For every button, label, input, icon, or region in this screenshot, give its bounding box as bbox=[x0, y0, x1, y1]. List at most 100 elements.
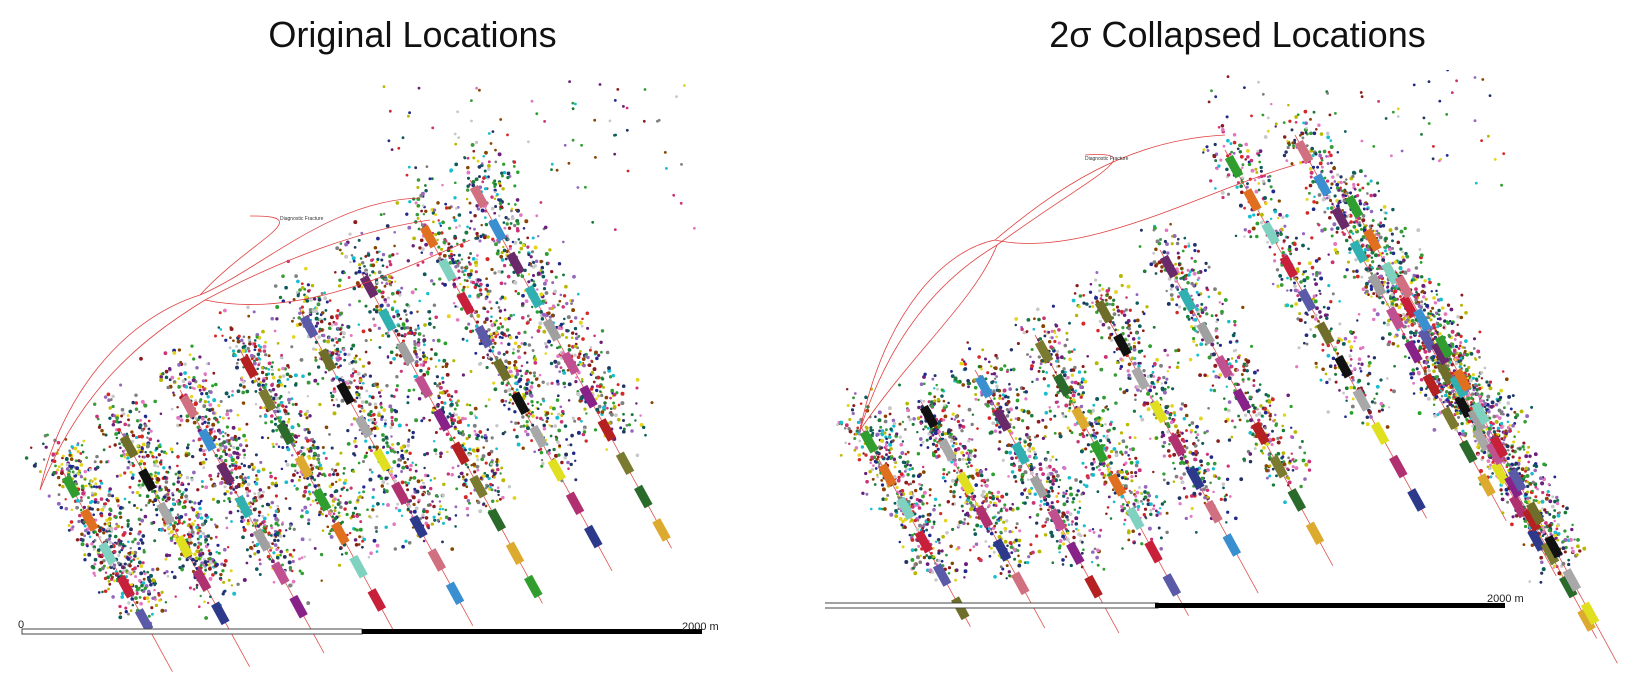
microseismic-event bbox=[236, 389, 241, 394]
microseismic-event bbox=[1017, 543, 1021, 547]
microseismic-event bbox=[500, 398, 505, 403]
microseismic-event bbox=[259, 414, 262, 418]
microseismic-event bbox=[135, 419, 140, 423]
microseismic-event bbox=[139, 450, 142, 454]
microseismic-event bbox=[536, 271, 541, 276]
microseismic-event bbox=[309, 503, 312, 507]
microseismic-event bbox=[412, 509, 417, 514]
microseismic-event bbox=[1336, 151, 1340, 154]
microseismic-event bbox=[1255, 413, 1259, 417]
microseismic-event bbox=[105, 530, 108, 533]
microseismic-event bbox=[540, 464, 544, 468]
microseismic-event bbox=[131, 490, 135, 494]
microseismic-event bbox=[227, 453, 232, 458]
microseismic-event bbox=[444, 202, 448, 206]
microseismic-event bbox=[267, 531, 271, 536]
microseismic-event bbox=[237, 436, 241, 440]
microseismic-event bbox=[476, 313, 481, 318]
microseismic-event bbox=[99, 460, 103, 464]
microseismic-event bbox=[227, 395, 231, 399]
microseismic-event bbox=[432, 439, 436, 443]
microseismic-event bbox=[241, 348, 246, 353]
microseismic-event bbox=[156, 471, 161, 475]
microseismic-event bbox=[291, 403, 295, 406]
microseismic-event bbox=[630, 429, 634, 433]
microseismic-event bbox=[494, 160, 498, 164]
microseismic-event bbox=[481, 355, 485, 360]
microseismic-event bbox=[171, 502, 176, 506]
microseismic-event bbox=[473, 227, 476, 231]
microseismic-event bbox=[117, 431, 121, 435]
microseismic-event bbox=[191, 378, 196, 383]
microseismic-event bbox=[585, 311, 590, 316]
microseismic-event bbox=[374, 525, 378, 530]
microseismic-event bbox=[335, 357, 340, 362]
microseismic-event bbox=[1160, 382, 1164, 385]
microseismic-event bbox=[1133, 361, 1137, 366]
microseismic-event bbox=[1238, 418, 1242, 422]
microseismic-event bbox=[1205, 429, 1209, 433]
microseismic-event bbox=[150, 606, 154, 610]
microseismic-event bbox=[257, 382, 261, 387]
microseismic-event bbox=[342, 348, 346, 352]
microseismic-event bbox=[337, 563, 342, 567]
microseismic-event bbox=[122, 433, 127, 437]
microseismic-event bbox=[176, 455, 180, 459]
microseismic-event bbox=[450, 254, 454, 258]
microseismic-event bbox=[180, 492, 184, 497]
microseismic-event bbox=[381, 480, 386, 485]
scale-end-label: 2000 m bbox=[682, 621, 719, 633]
microseismic-event bbox=[481, 233, 485, 237]
microseismic-event bbox=[329, 493, 334, 498]
microseismic-event bbox=[281, 299, 286, 303]
microseismic-event bbox=[376, 236, 380, 241]
microseismic-event bbox=[578, 360, 582, 364]
microseismic-event bbox=[324, 370, 328, 374]
microseismic-event bbox=[609, 407, 613, 411]
microseismic-event bbox=[361, 329, 366, 334]
microseismic-event bbox=[432, 504, 436, 509]
microseismic-event bbox=[225, 425, 230, 429]
microseismic-event bbox=[272, 551, 276, 555]
microseismic-event bbox=[253, 344, 258, 349]
microseismic-event bbox=[209, 536, 213, 540]
microseismic-event bbox=[108, 406, 112, 410]
microseismic-event bbox=[140, 588, 144, 592]
microseismic-event bbox=[154, 603, 159, 608]
microseismic-event bbox=[977, 355, 981, 359]
microseismic-event bbox=[635, 386, 639, 390]
microseismic-event bbox=[244, 486, 249, 491]
microseismic-event bbox=[81, 491, 86, 496]
microseismic-event bbox=[118, 541, 123, 545]
microseismic-event bbox=[192, 375, 196, 380]
microseismic-event bbox=[1173, 424, 1178, 429]
microseismic-event bbox=[381, 264, 385, 268]
microseismic-event bbox=[379, 476, 384, 481]
microseismic-event bbox=[299, 449, 303, 453]
microseismic-event bbox=[500, 331, 504, 335]
microseismic-event bbox=[113, 579, 116, 583]
microseismic-event bbox=[229, 444, 233, 448]
microseismic-event bbox=[381, 295, 385, 299]
microseismic-event bbox=[470, 142, 475, 147]
microseismic-event bbox=[1313, 195, 1316, 198]
microseismic-event bbox=[222, 308, 227, 313]
microseismic-event bbox=[539, 310, 543, 314]
microseismic-event bbox=[122, 569, 126, 573]
perforation-stage bbox=[584, 524, 603, 549]
microseismic-event bbox=[58, 483, 62, 487]
microseismic-event bbox=[128, 500, 131, 504]
microseismic-event bbox=[305, 416, 309, 420]
microseismic-event bbox=[397, 423, 402, 428]
microseismic-event bbox=[390, 291, 395, 296]
microseismic-event bbox=[1300, 440, 1304, 443]
microseismic-event bbox=[969, 507, 974, 512]
microseismic-event bbox=[556, 303, 560, 307]
microseismic-event bbox=[296, 294, 300, 298]
microseismic-event bbox=[247, 337, 251, 342]
microseismic-event bbox=[369, 449, 373, 453]
microseismic-event bbox=[198, 355, 202, 359]
microseismic-event bbox=[406, 466, 409, 470]
microseismic-event bbox=[358, 263, 362, 267]
microseismic-event bbox=[392, 459, 397, 464]
